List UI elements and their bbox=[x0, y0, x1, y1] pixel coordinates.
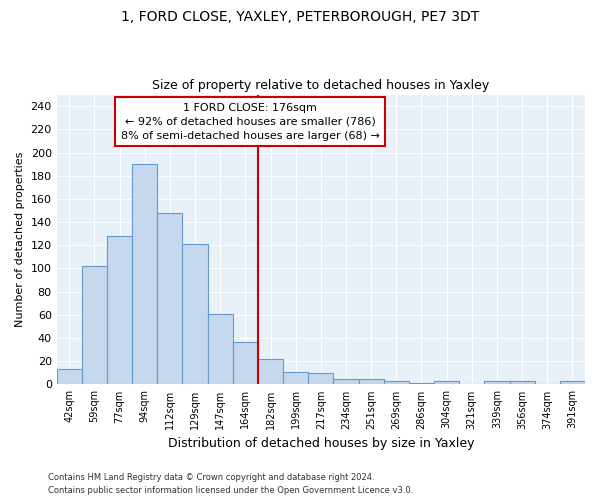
Bar bbox=[182, 244, 208, 384]
Bar bbox=[233, 342, 258, 384]
Bar bbox=[157, 213, 182, 384]
Bar bbox=[258, 359, 283, 384]
Bar bbox=[82, 266, 107, 384]
Text: 1 FORD CLOSE: 176sqm
← 92% of detached houses are smaller (786)
8% of semi-detac: 1 FORD CLOSE: 176sqm ← 92% of detached h… bbox=[121, 102, 380, 141]
Bar bbox=[132, 164, 157, 384]
Bar bbox=[359, 378, 384, 384]
Bar bbox=[283, 372, 308, 384]
Title: Size of property relative to detached houses in Yaxley: Size of property relative to detached ho… bbox=[152, 79, 490, 92]
Bar bbox=[434, 381, 459, 384]
Bar bbox=[560, 381, 585, 384]
Text: Contains HM Land Registry data © Crown copyright and database right 2024.
Contai: Contains HM Land Registry data © Crown c… bbox=[48, 474, 413, 495]
Bar bbox=[484, 381, 509, 384]
Text: 1, FORD CLOSE, YAXLEY, PETERBOROUGH, PE7 3DT: 1, FORD CLOSE, YAXLEY, PETERBOROUGH, PE7… bbox=[121, 10, 479, 24]
Bar bbox=[56, 370, 82, 384]
Bar bbox=[107, 236, 132, 384]
Bar bbox=[384, 381, 409, 384]
Bar bbox=[334, 378, 359, 384]
Y-axis label: Number of detached properties: Number of detached properties bbox=[15, 152, 25, 327]
Bar bbox=[308, 373, 334, 384]
Bar bbox=[208, 314, 233, 384]
Bar bbox=[509, 381, 535, 384]
X-axis label: Distribution of detached houses by size in Yaxley: Distribution of detached houses by size … bbox=[167, 437, 474, 450]
